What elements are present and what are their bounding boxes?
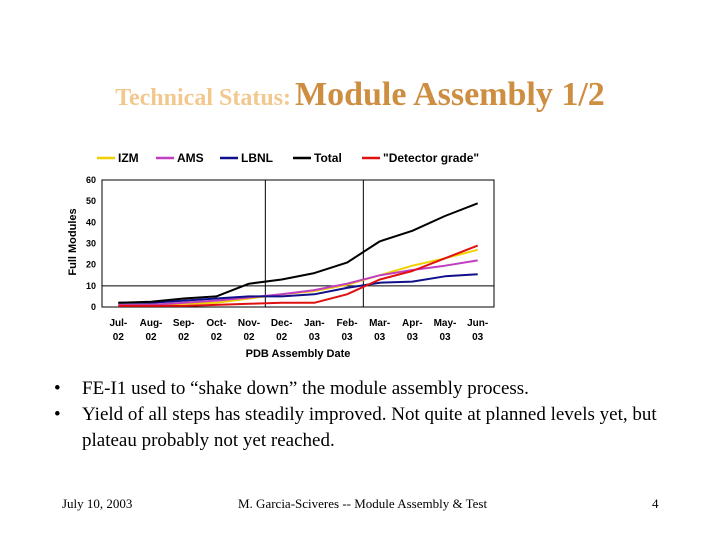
- x-tick-label: Mar-: [369, 318, 390, 329]
- chart-series-lines: [118, 202, 479, 307]
- x-tick-label: 02: [145, 332, 157, 343]
- x-tick-label: Jun-: [467, 318, 488, 329]
- legend-label: Total: [314, 151, 342, 165]
- plot-area-border: [101, 179, 495, 308]
- x-tick-label: 03: [341, 332, 353, 343]
- bullet-list: • FE-I1 used to “shake down” the module …: [54, 376, 664, 454]
- title-prefix: Technical Status:: [115, 85, 291, 111]
- x-tick-label: 03: [309, 332, 321, 343]
- bullet-text: FE-I1 used to “shake down” the module as…: [82, 378, 529, 399]
- legend-label: LBNL: [241, 151, 273, 165]
- x-tick-label: 03: [374, 332, 386, 343]
- x-tick-label: May-: [434, 318, 457, 329]
- x-tick-label: 02: [211, 332, 223, 343]
- x-tick-label: Dec-: [271, 318, 293, 329]
- legend-label: IZM: [118, 151, 139, 165]
- footer-page-number: 4: [652, 496, 659, 511]
- y-tick-label: 30: [86, 239, 96, 249]
- series-line: [118, 273, 478, 304]
- x-tick-label: 02: [113, 332, 125, 343]
- x-tick-label: 02: [276, 332, 288, 343]
- x-tick-label: Jan-: [304, 318, 325, 329]
- legend-label: "Detector grade": [383, 151, 479, 165]
- series-line: [118, 248, 478, 306]
- title-main: Module Assembly 1/2: [295, 76, 605, 113]
- x-tick-label: Oct-: [206, 318, 226, 329]
- bullet-dot: •: [54, 378, 61, 399]
- slide-title: Technical Status: Module Assembly 1/2: [0, 76, 720, 114]
- x-tick-label: Aug-: [140, 318, 163, 329]
- y-tick-label: 40: [86, 217, 96, 227]
- x-axis-label: PDB Assembly Date: [246, 348, 351, 360]
- x-tick-label: 02: [178, 332, 190, 343]
- y-tick-label: 50: [86, 196, 96, 206]
- x-tick-label: Sep-: [173, 318, 195, 329]
- x-axis-ticks: Jul- 02 Aug- 02 Sep- 02 Oct- 02 Nov- 02 Dec- 02 Jan-…: [109, 318, 488, 343]
- y-tick-label: 10: [86, 281, 96, 291]
- y-tick-label: 20: [86, 260, 96, 270]
- footer-date: July 10, 2003: [62, 496, 133, 511]
- x-tick-label: Apr-: [402, 318, 423, 329]
- chart-legend: IZM AMS LBNL Total "Detector grade": [97, 151, 479, 165]
- x-tick-label: 03: [472, 332, 484, 343]
- y-axis-label: Full Modules: [67, 208, 79, 275]
- bullet-text: Yield of all steps has steadily improved…: [82, 404, 657, 451]
- bullet-item: • FE-I1 used to “shake down” the module …: [54, 376, 664, 402]
- x-tick-label: Feb-: [336, 318, 357, 329]
- x-tick-label: 03: [407, 332, 419, 343]
- x-tick-label: 02: [243, 332, 255, 343]
- series-line: [118, 202, 479, 304]
- y-tick-label: 0: [91, 302, 96, 312]
- bullet-dot: •: [54, 404, 61, 425]
- x-tick-label: 03: [439, 332, 451, 343]
- bullet-item: • Yield of all steps has steadily improv…: [54, 402, 664, 454]
- footer-center: M. Garcia-Sciveres -- Module Assembly & …: [238, 496, 488, 511]
- x-tick-label: Jul-: [109, 318, 127, 329]
- x-tick-label: Nov-: [238, 318, 260, 329]
- series-line: [118, 244, 479, 307]
- y-axis-ticks: 0 10 20 30 40 50 60: [86, 175, 96, 312]
- y-tick-label: 60: [86, 175, 96, 185]
- legend-label: AMS: [177, 151, 204, 165]
